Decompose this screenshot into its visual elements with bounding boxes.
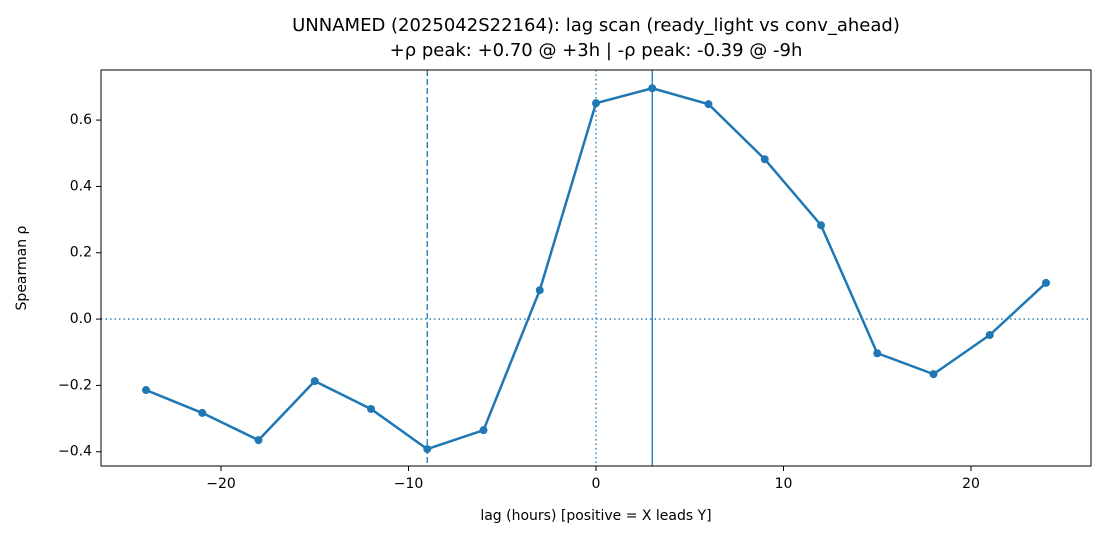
data-point bbox=[535, 286, 544, 295]
x-tick-label: −10 bbox=[394, 476, 424, 492]
chart-title: UNNAMED (2025042S22164): lag scan (ready… bbox=[292, 15, 900, 36]
data-point bbox=[423, 445, 432, 454]
y-tick-label: −0.4 bbox=[58, 444, 92, 460]
data-point bbox=[929, 370, 938, 379]
y-tick-label: 0.6 bbox=[70, 112, 92, 128]
data-point bbox=[310, 377, 319, 386]
x-tick-label: −20 bbox=[206, 476, 236, 492]
x-tick-label: 10 bbox=[775, 476, 793, 492]
y-axis-label: Spearman ρ bbox=[14, 225, 30, 310]
y-tick-label: −0.2 bbox=[58, 377, 92, 393]
y-tick-label: 0.2 bbox=[70, 245, 92, 261]
data-point bbox=[704, 100, 713, 109]
plot-frame bbox=[100, 69, 1092, 467]
y-tick-label: 0.4 bbox=[70, 178, 92, 194]
x-tick-label: 20 bbox=[962, 476, 980, 492]
x-axis-label: lag (hours) [positive = X leads Y] bbox=[480, 508, 711, 524]
data-point bbox=[648, 84, 657, 93]
data-point bbox=[817, 221, 825, 230]
chart-subtitle: +ρ peak: +0.70 @ +3h | -ρ peak: -0.39 @ … bbox=[390, 40, 803, 61]
data-point bbox=[367, 404, 375, 413]
x-tick-label: 0 bbox=[592, 476, 601, 492]
data-point bbox=[760, 155, 769, 164]
data-point bbox=[479, 426, 488, 435]
data-point bbox=[873, 349, 882, 358]
data-point bbox=[198, 408, 207, 417]
data-point bbox=[254, 436, 263, 445]
data-point bbox=[1042, 278, 1050, 287]
data-point bbox=[985, 330, 994, 339]
y-tick-label: 0.0 bbox=[70, 311, 92, 327]
data-point bbox=[592, 99, 600, 108]
data-point bbox=[142, 386, 150, 395]
